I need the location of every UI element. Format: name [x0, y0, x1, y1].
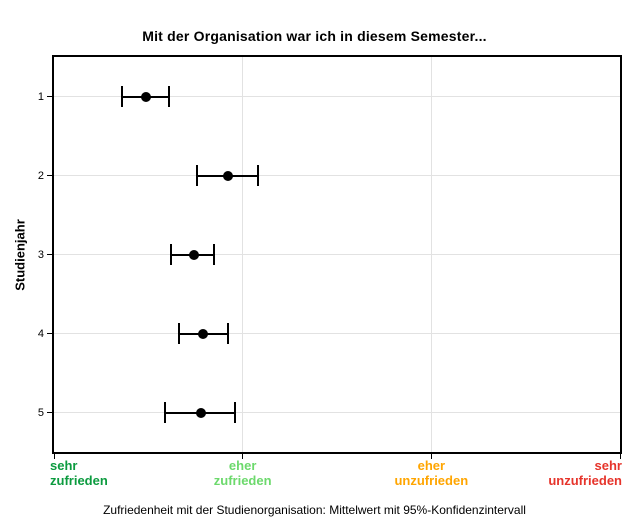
x-axis-tick: [619, 454, 621, 459]
x-tick-label: sehr unzufrieden: [472, 458, 622, 488]
ci-cap-high: [168, 86, 171, 107]
x-tick-label-line: eher: [417, 458, 446, 473]
x-axis-tick: [430, 454, 432, 459]
x-tick-label-line: sehr: [50, 458, 78, 473]
x-axis-tick: [242, 454, 244, 459]
ci-cap-high: [256, 165, 259, 186]
mean-point: [198, 328, 209, 339]
h-gridline: [54, 412, 620, 413]
y-axis-tick: [47, 96, 52, 97]
ci-cap-low: [196, 165, 199, 186]
y-axis-tick: [47, 412, 52, 413]
y-axis-tick: [47, 333, 52, 334]
x-tick-label: sehr zufrieden: [50, 458, 200, 488]
x-axis-tick: [53, 454, 55, 459]
y-axis-tick: [47, 175, 52, 176]
x-tick-label-line: eher: [228, 458, 257, 473]
ci-cap-low: [177, 323, 180, 344]
ci-cap-high: [226, 323, 229, 344]
y-axis-tick: [47, 254, 52, 255]
x-tick-label: eher unzufrieden: [356, 458, 506, 488]
plot-frame: [52, 55, 622, 454]
ci-cap-low: [120, 86, 123, 107]
chart-title: Mit der Organisation war ich in diesem S…: [142, 28, 487, 44]
h-gridline: [54, 96, 620, 97]
v-gridline: [430, 57, 432, 452]
x-tick-label-line: zufrieden: [50, 473, 108, 488]
x-tick-label-line: unzufrieden: [394, 473, 469, 488]
y-tick-label: 4: [37, 327, 44, 340]
x-tick-label-line: unzufrieden: [548, 473, 622, 488]
ci-cap-high: [213, 244, 216, 265]
y-tick-label: 5: [37, 406, 44, 419]
y-tick-label: 2: [37, 169, 44, 182]
chart-caption: Zufriedenheit mit der Studienorganisatio…: [103, 503, 526, 517]
x-tick-label: eher zufrieden: [168, 458, 318, 488]
ci-cap-low: [169, 244, 172, 265]
ci-cap-high: [234, 402, 237, 423]
h-gridline: [54, 175, 620, 176]
mean-point: [222, 170, 233, 181]
x-tick-label-line: sehr: [594, 458, 622, 473]
y-tick-label: 3: [37, 248, 44, 261]
ci-cap-low: [164, 402, 167, 423]
v-gridline: [242, 57, 244, 452]
mean-point: [196, 407, 207, 418]
y-tick-label: 1: [37, 90, 44, 103]
h-gridline: [54, 254, 620, 255]
mean-point: [188, 249, 199, 260]
x-tick-label-line: zufrieden: [213, 473, 272, 488]
h-gridline: [54, 333, 620, 334]
mean-point: [141, 91, 152, 102]
